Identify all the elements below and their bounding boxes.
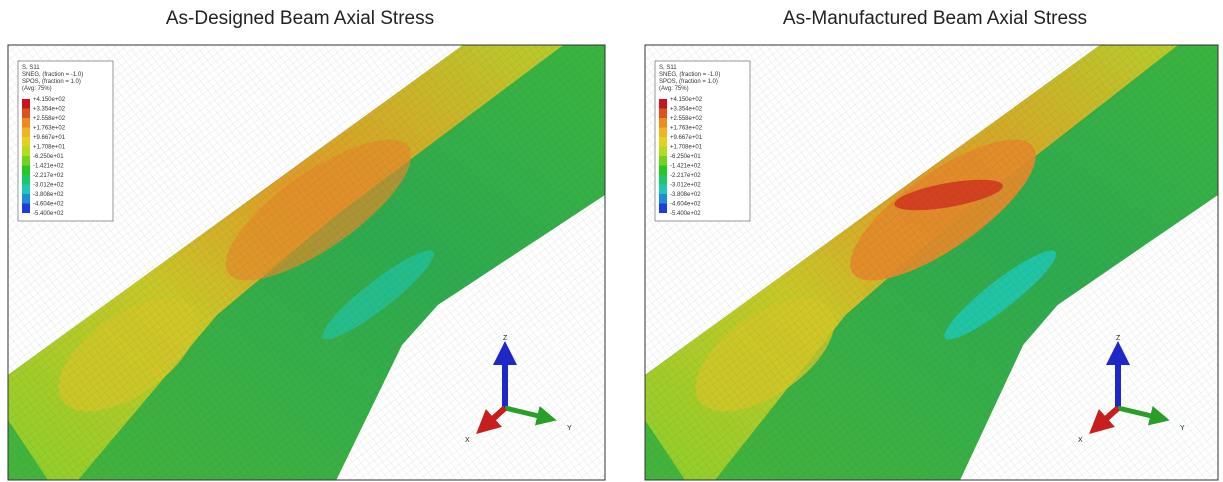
legend-level: +9.667e+01 [33,135,66,141]
legend-swatch [659,185,667,195]
legend-header: SPOS, (fraction = 1.0) [22,79,81,85]
axis-y-label: Y [1180,425,1185,432]
legend-level: -3.808e+02 [33,192,64,198]
axis-x-label: X [465,437,470,444]
legend-swatch [22,175,30,185]
legend-swatch [22,204,30,214]
legend-swatch [22,194,30,204]
legend-level: -4.604e+02 [33,202,64,208]
legend-level: -5.400e+02 [33,211,64,217]
legend-swatch [659,118,667,128]
legend-header: (Avg: 75%) [22,86,52,92]
legend-header: SNEG, (fraction = -1.0) [22,72,83,78]
legend-header: SNEG, (fraction = -1.0) [659,72,720,78]
legend-swatch [22,166,30,176]
legend-swatch [659,204,667,214]
legend-level: +4.150e+02 [670,97,703,103]
legend-swatch [659,128,667,138]
legend-level: +2.558e+02 [33,116,66,122]
legend-level: -1.421e+02 [33,164,64,170]
legend-swatch [659,175,667,185]
legend-level: -3.012e+02 [33,183,64,189]
legend-swatch [659,166,667,176]
legend-level: +3.354e+02 [33,107,66,113]
legend-level: -2.217e+02 [33,173,64,179]
legend-level: -1.421e+02 [670,164,701,170]
legend-header: (Avg: 75%) [659,86,689,92]
legend-swatch [659,156,667,166]
panel-title: As-Designed Beam Axial Stress [166,8,434,29]
legend-level: +1.708e+01 [33,145,66,151]
legend-swatch [659,99,667,109]
legend-level: +1.708e+01 [670,145,703,151]
legend-swatch [22,109,30,119]
legend-header: SPOS, (fraction = 1.0) [659,79,718,85]
legend-level: -3.012e+02 [670,183,701,189]
legend-level: -3.808e+02 [670,192,701,198]
legend-swatch [659,194,667,204]
legend-swatch [22,118,30,128]
legend-header: S, S11 [22,65,40,71]
legend-level: +2.558e+02 [670,116,703,122]
legend-level: -6.250e+01 [33,154,64,160]
axis-x-label: X [1078,437,1083,444]
legend-level: -2.217e+02 [670,173,701,179]
axis-z-label: Z [1116,335,1121,342]
legend-level: +4.150e+02 [33,97,66,103]
legend-swatch [22,128,30,138]
axis-z-label: Z [503,335,508,342]
legend-swatch [22,99,30,109]
legend-level: -4.604e+02 [670,202,701,208]
legend-swatch [22,185,30,195]
figure: As-Designed Beam Axial StressS, S11SNEG,… [0,0,1223,482]
axis-y-label: Y [567,425,572,432]
legend-header: S, S11 [659,65,677,71]
legend-level: +1.763e+02 [670,126,703,132]
legend-swatch [659,147,667,157]
legend-level: -6.250e+01 [670,154,701,160]
legend-swatch [22,156,30,166]
legend-level: +9.667e+01 [670,135,703,141]
legend-level: -5.400e+02 [670,211,701,217]
legend-swatch [659,109,667,119]
legend-swatch [659,137,667,147]
legend-swatch [22,137,30,147]
legend-level: +1.763e+02 [33,126,66,132]
legend-swatch [22,147,30,157]
legend-level: +3.354e+02 [670,107,703,113]
panel-title: As-Manufactured Beam Axial Stress [783,8,1087,29]
